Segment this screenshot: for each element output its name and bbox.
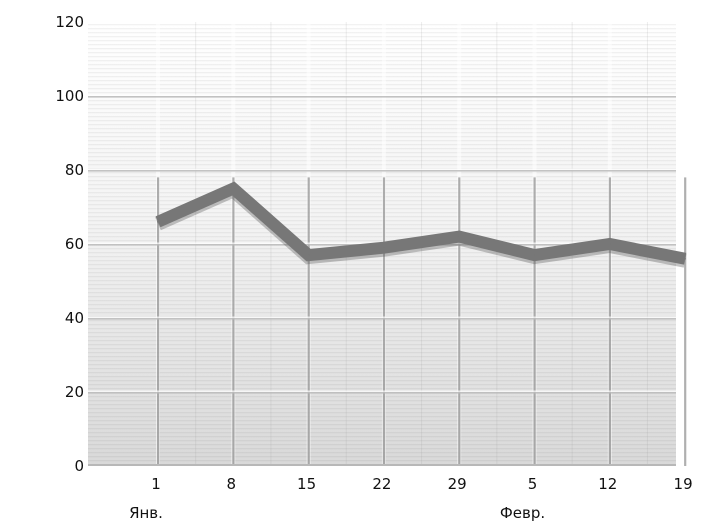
month-label: Февр. <box>500 504 545 522</box>
x-tick-label: 19 <box>674 475 693 493</box>
y-tick-label: 20 <box>65 383 84 401</box>
data-point <box>307 254 310 256</box>
x-tick-label: 22 <box>372 475 391 493</box>
x-tick-label: 29 <box>448 475 467 493</box>
data-point <box>383 246 385 249</box>
y-tick-label: 100 <box>55 87 84 105</box>
data-point <box>533 254 536 256</box>
x-tick-label: 12 <box>598 475 617 493</box>
data-point <box>157 221 159 223</box>
horizontal-gridline <box>88 390 676 394</box>
y-tick-label: 0 <box>74 457 84 475</box>
data-point <box>458 235 461 238</box>
x-tick-label: 5 <box>528 475 538 493</box>
x-tick-label: 15 <box>297 475 316 493</box>
y-tick-label: 120 <box>55 13 84 31</box>
horizontal-gridline <box>88 94 676 98</box>
series-layer <box>155 181 687 268</box>
horizontal-gridline <box>88 316 676 320</box>
x-axis-baseline <box>88 464 676 466</box>
y-tick-label: 60 <box>65 235 84 253</box>
y-axis-tick-labels: 0 20 40 60 80 100 120 <box>55 13 84 475</box>
data-point <box>609 243 611 245</box>
data-point <box>684 258 686 260</box>
horizontal-gridline <box>88 168 676 172</box>
vertical-gridline <box>683 22 688 466</box>
x-axis-tick-labels: 1 8 15 22 29 5 12 19 <box>151 475 692 493</box>
month-labels: Янв. Февр. <box>129 504 545 522</box>
x-tick-label: 1 <box>151 475 161 493</box>
month-label: Янв. <box>129 504 163 522</box>
x-tick-label: 8 <box>227 475 237 493</box>
y-tick-label: 80 <box>65 161 84 179</box>
data-point <box>232 187 235 190</box>
y-tick-label: 40 <box>65 309 84 327</box>
series-line <box>155 181 687 265</box>
